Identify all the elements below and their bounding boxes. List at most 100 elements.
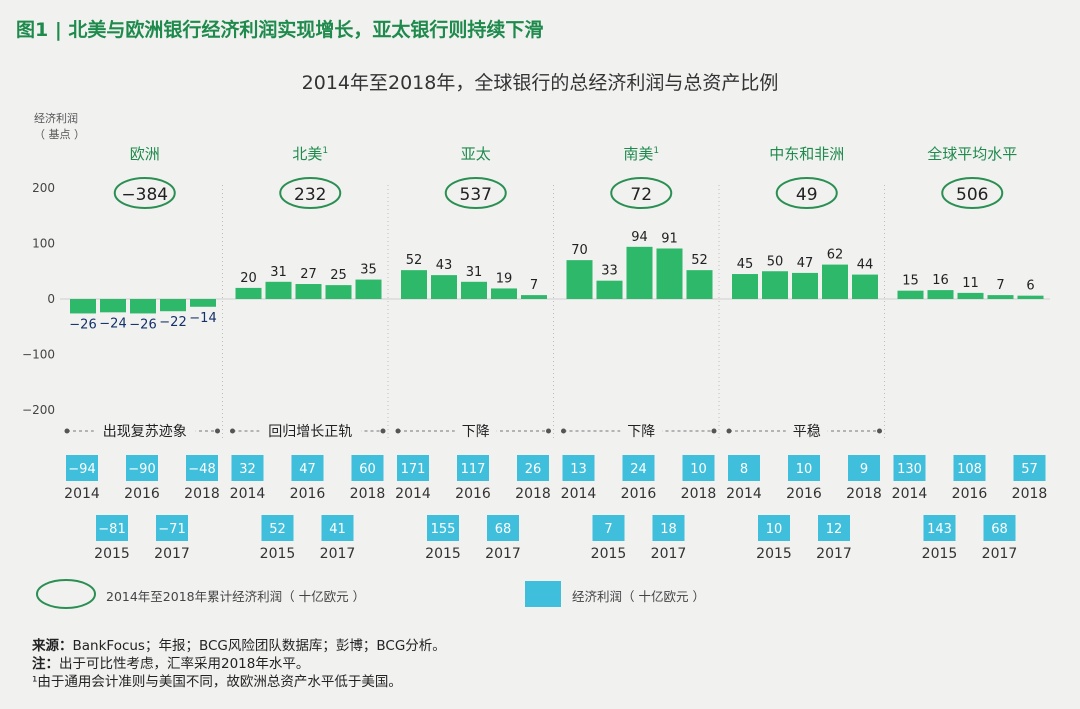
data-label: 31: [466, 265, 483, 280]
profit-value: 12: [826, 522, 843, 537]
year-label: 2015: [425, 546, 461, 562]
trend-label-bg: [93, 420, 196, 442]
year-label: 2017: [320, 546, 356, 562]
data-label: 52: [691, 253, 708, 268]
year-label: 2018: [184, 486, 220, 502]
data-label: 35: [360, 263, 377, 278]
year-label: 2017: [154, 546, 190, 562]
data-label: 19: [496, 271, 513, 286]
profit-box: [788, 455, 820, 481]
profit-box: [923, 515, 956, 541]
trend-label-bg: [620, 420, 663, 442]
trend-label: 平稳: [793, 424, 821, 440]
data-label: 62: [827, 248, 844, 263]
year-label: 2018: [350, 486, 386, 502]
data-label: −26: [129, 317, 156, 332]
trend-line-end-dot: [215, 428, 220, 434]
year-label: 2016: [124, 486, 160, 502]
bar: [355, 279, 382, 299]
profit-value: 7: [604, 522, 612, 537]
profit-value: 9: [860, 462, 868, 477]
bar: [100, 299, 126, 313]
data-label: 91: [661, 231, 678, 246]
data-label: 94: [631, 230, 648, 245]
profit-box: [728, 455, 760, 481]
footnote-marker: ¹: [32, 674, 38, 690]
profit-box: [622, 455, 655, 481]
note-label: 注：: [32, 656, 59, 672]
profit-box: [156, 515, 188, 541]
profit-value: −81: [98, 522, 125, 537]
region-label: 北美1: [292, 145, 328, 163]
profit-value: 10: [690, 462, 707, 477]
year-label: 2017: [485, 546, 521, 562]
figure-title: 图1 | 北美与欧洲银行经济利润实现增长，亚太银行则持续下滑: [16, 19, 544, 41]
profit-box: [126, 455, 158, 481]
trend-line-start-dot: [561, 428, 566, 434]
profit-value: 8: [740, 462, 748, 477]
profit-value: 10: [766, 522, 783, 537]
profit-value: 171: [401, 462, 426, 477]
data-label: 16: [932, 273, 949, 288]
legend-profit-label: 经济利润（ 十亿欧元 ）: [572, 589, 705, 604]
source-label: 来源：: [32, 638, 73, 654]
year-label: 2014: [726, 486, 762, 502]
profit-value: 130: [897, 462, 922, 477]
year-label: 2014: [395, 486, 431, 502]
trend-line-end-dot: [380, 428, 386, 434]
cumulative-value: 232: [294, 185, 326, 205]
profit-box: [321, 515, 354, 541]
cumulative-oval: [113, 177, 176, 209]
year-label: 2016: [621, 486, 657, 502]
bar: [521, 295, 547, 299]
profit-value: 47: [299, 462, 316, 477]
bar: [190, 299, 216, 307]
profit-value: −48: [188, 462, 215, 477]
year-label: 2014: [892, 486, 928, 502]
profit-box: [427, 515, 459, 541]
profit-value: 41: [329, 522, 346, 537]
year-label: 2015: [260, 546, 296, 562]
cumulative-value: 506: [956, 185, 988, 205]
region-label: 欧洲: [130, 145, 160, 163]
legend-cumulative-label: 2014年至2018年累计经济利润（ 十亿欧元 ）: [106, 589, 366, 604]
year-label: 2017: [816, 546, 852, 562]
trend-label: 回归增长正轨: [268, 423, 352, 440]
profit-value: 68: [495, 522, 512, 537]
trend-label-bg: [259, 420, 362, 442]
year-label: 2015: [591, 546, 627, 562]
bar: [295, 284, 322, 299]
profit-value: 24: [630, 462, 647, 477]
bar: [461, 281, 487, 299]
profit-box: [487, 515, 519, 541]
data-label: 52: [406, 253, 423, 268]
profit-value: −90: [128, 462, 155, 477]
bar: [822, 264, 848, 299]
profit-box: [457, 455, 489, 481]
profit-box: [758, 515, 790, 541]
data-label: 6: [1026, 279, 1034, 294]
year-label: 2015: [922, 546, 958, 562]
trend-line-end-dot: [711, 428, 717, 434]
data-label: 47: [797, 256, 814, 271]
bar: [596, 280, 623, 299]
legend-profit-box: [525, 581, 561, 607]
bar: [235, 287, 262, 299]
cumulative-value: 49: [796, 185, 818, 205]
bar: [401, 270, 427, 299]
year-label: 2015: [756, 546, 792, 562]
trend-label: 下降: [462, 424, 490, 440]
chart-title: 2014年至2018年，全球银行的总经济利润与总资产比例: [302, 72, 779, 94]
profit-box: [562, 455, 595, 481]
data-label: 45: [737, 257, 754, 272]
profit-value: 108: [957, 462, 982, 477]
profit-value: 18: [660, 522, 677, 537]
profit-value: −71: [158, 522, 185, 537]
source-line: 来源：BankFocus；年报；BCG风险团队数据库；彭博；BCG分析。: [32, 637, 446, 655]
bar: [160, 299, 186, 312]
profit-box: [893, 455, 926, 481]
data-label: 44: [857, 258, 874, 273]
y-axis-label-unit: （ 基点 ）: [34, 128, 85, 141]
data-label: 70: [571, 243, 588, 258]
